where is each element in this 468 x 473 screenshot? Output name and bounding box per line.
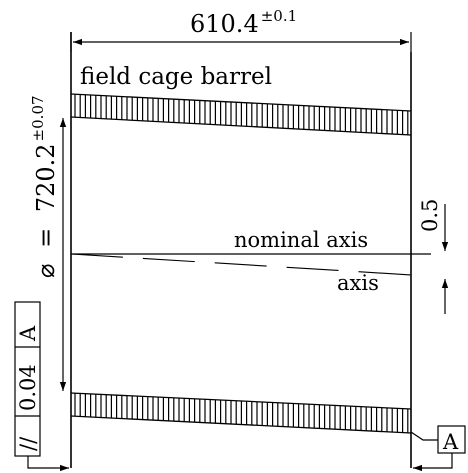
width-value: 610.4 — [190, 10, 259, 38]
component-label: field cage barrel — [80, 64, 272, 90]
axis-label: axis — [337, 271, 379, 295]
svg-text:610.4±0.1: 610.4 ±0.1 — [190, 7, 297, 38]
datum-reference: A — [410, 425, 466, 472]
diameter-equals: = — [32, 228, 60, 248]
diameter-symbol: ⌀ — [32, 264, 60, 278]
nominal-axis-label: nominal axis — [234, 228, 368, 252]
parallelism-symbol: // — [16, 436, 40, 451]
parallelism-datum: A — [16, 325, 40, 342]
offset-dimension: 0.5 — [418, 199, 449, 314]
width-dimension: 610.4 ±0.1 — [70, 7, 412, 52]
parallelism-tolerance: 0.04 — [16, 364, 40, 411]
diameter-dimension: ⌀ = 720.2 ±0.07 — [29, 95, 67, 391]
diameter-tolerance: ±0.07 — [29, 95, 47, 141]
svg-text:⌀ = 720.2±0.07: ⌀ = 720.2 ±0.07 — [29, 95, 60, 278]
offset-value: 0.5 — [418, 199, 442, 232]
feature-control-frame: // 0.04 A — [14, 301, 69, 472]
tilted-axis-line — [70, 253, 429, 277]
diameter-value: 720.2 — [32, 143, 60, 212]
lower-barrel-wall — [70, 392, 412, 434]
upper-barrel-wall — [70, 93, 412, 136]
width-tolerance: ±0.1 — [261, 7, 297, 25]
datum-tag: A — [442, 430, 459, 454]
